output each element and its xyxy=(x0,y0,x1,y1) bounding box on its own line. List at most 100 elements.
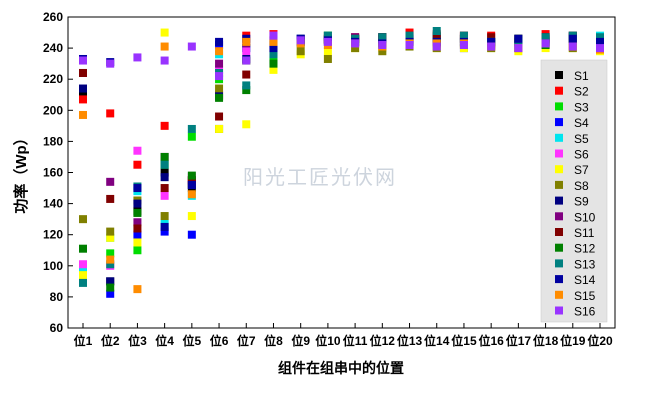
legend-swatch xyxy=(555,180,563,189)
data-point-s16 xyxy=(106,59,115,68)
y-tick-label: 180 xyxy=(43,134,63,148)
data-point-s15 xyxy=(133,285,142,294)
data-point-s7 xyxy=(106,233,115,242)
legend-swatch xyxy=(555,102,563,111)
data-point-s16 xyxy=(487,42,496,51)
data-point-s15 xyxy=(269,37,278,46)
y-axis-label: 功率（Wp） xyxy=(12,130,30,213)
data-point-s13 xyxy=(242,81,251,90)
data-point-s14 xyxy=(187,180,196,189)
data-point-s7 xyxy=(133,238,142,247)
data-point-s16 xyxy=(79,56,87,65)
data-point-s8 xyxy=(323,54,332,63)
x-tick-label: 位2 xyxy=(101,333,120,348)
data-point-s10 xyxy=(215,59,224,68)
x-tick-label: 位15 xyxy=(451,333,477,348)
data-point-s6 xyxy=(160,191,169,200)
data-point-s10 xyxy=(133,218,142,227)
data-point-s7 xyxy=(242,120,251,129)
legend-swatch xyxy=(555,306,563,315)
legend-swatch xyxy=(555,165,563,174)
data-points xyxy=(79,26,604,298)
data-point-s11 xyxy=(79,68,87,77)
legend-swatch xyxy=(555,196,563,205)
x-tick-label: 位16 xyxy=(478,333,504,348)
data-point-s16 xyxy=(133,53,142,62)
data-point-s6 xyxy=(242,47,251,56)
data-point-s15 xyxy=(79,110,87,119)
legend-label: S10 xyxy=(574,210,596,224)
y-axis: 60 80 100 120 140 160 180 200 220 240 260 xyxy=(43,10,73,335)
legend-swatch xyxy=(555,275,563,284)
legend-label: S2 xyxy=(574,85,589,99)
legend-swatch xyxy=(555,118,563,127)
y-tick-label: 140 xyxy=(43,197,63,211)
data-point-s16 xyxy=(568,42,577,51)
x-tick-label: 位10 xyxy=(315,333,341,348)
data-point-s2 xyxy=(133,160,142,169)
data-point-s16 xyxy=(351,39,360,48)
data-point-s13 xyxy=(432,26,441,35)
y-tick-label: 260 xyxy=(43,10,63,24)
data-point-s8 xyxy=(378,47,387,56)
data-point-s15 xyxy=(215,47,224,56)
data-point-s4 xyxy=(106,289,115,298)
data-point-s16 xyxy=(323,37,332,46)
x-tick-label: 位1 xyxy=(74,333,93,348)
data-point-s13 xyxy=(459,31,468,40)
y-tick-label: 80 xyxy=(50,290,64,304)
data-point-s6 xyxy=(79,260,87,269)
legend-swatch xyxy=(555,71,563,79)
x-tick-label: 位12 xyxy=(370,333,396,348)
data-point-s11 xyxy=(215,112,224,121)
data-point-s8 xyxy=(160,212,169,221)
data-point-s14 xyxy=(596,37,604,46)
y-tick-label: 100 xyxy=(43,259,63,273)
data-point-s11 xyxy=(487,33,496,42)
data-point-s2 xyxy=(106,109,115,118)
legend-label: S3 xyxy=(574,100,589,114)
legend-swatch xyxy=(555,228,563,236)
data-point-s9 xyxy=(133,199,142,208)
data-point-s16 xyxy=(160,56,169,65)
data-point-s15 xyxy=(187,190,196,199)
legend-swatch xyxy=(555,149,563,158)
data-point-s14 xyxy=(568,34,577,43)
data-point-s13 xyxy=(405,31,414,40)
legend-label: S9 xyxy=(574,195,589,209)
data-point-s16 xyxy=(541,39,550,48)
data-point-s15 xyxy=(106,255,115,264)
data-point-s6 xyxy=(133,146,142,155)
x-tick-label: 位8 xyxy=(264,333,283,348)
data-point-s14 xyxy=(160,222,169,231)
data-point-s7 xyxy=(323,47,332,56)
data-point-s16 xyxy=(514,44,523,53)
data-point-s9 xyxy=(106,277,115,286)
data-point-s16 xyxy=(432,42,441,51)
legend-label: S8 xyxy=(574,179,589,193)
data-point-s4 xyxy=(133,230,142,239)
data-point-s13 xyxy=(323,31,332,40)
legend-label: S13 xyxy=(574,257,596,271)
data-point-s15 xyxy=(242,37,251,46)
legend-label: S15 xyxy=(574,289,596,303)
data-point-s14 xyxy=(269,44,278,53)
data-point-s11 xyxy=(160,184,169,193)
legend-label: S5 xyxy=(574,132,589,146)
data-point-s10 xyxy=(106,177,115,186)
data-point-s15 xyxy=(160,42,169,51)
data-point-s11 xyxy=(106,194,115,203)
watermark: 阳光工匠光伏网 xyxy=(243,166,397,189)
y-tick-label: 60 xyxy=(50,321,64,335)
data-point-s12 xyxy=(269,59,278,68)
legend-swatch xyxy=(555,259,563,268)
data-point-s8 xyxy=(106,227,115,236)
x-tick-label: 位14 xyxy=(424,333,450,348)
legend-label: S6 xyxy=(574,148,589,162)
y-tick-label: 120 xyxy=(43,228,63,242)
data-point-s3 xyxy=(187,132,196,141)
x-axis-label: 组件在组串中的位置 xyxy=(278,360,404,376)
data-point-s16 xyxy=(405,40,414,49)
